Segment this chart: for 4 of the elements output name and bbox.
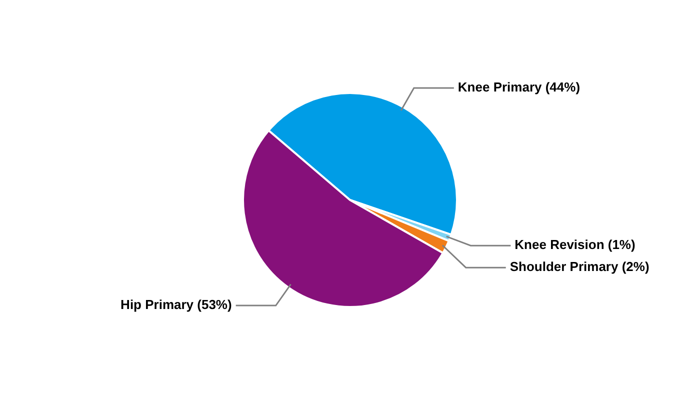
slice-label: Knee Revision (1%): [514, 237, 636, 252]
slice-label: Shoulder Primary (2%): [510, 259, 650, 274]
slice-label: Hip Primary (53%): [120, 297, 232, 312]
slice-label: Knee Primary (44%): [458, 80, 580, 95]
